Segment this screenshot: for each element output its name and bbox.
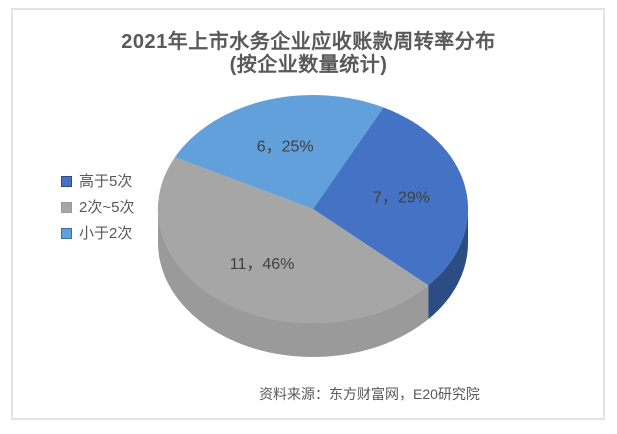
legend-swatch-icon: [61, 175, 72, 187]
pie-data-label-2: 6，25%: [257, 139, 314, 156]
pie-slice-side-0: [428, 209, 468, 320]
legend-item-below-2: 小于2次: [61, 220, 134, 246]
chart-legend: 高于5次 2次~5次 小于2次: [61, 168, 134, 246]
source-note: 资料来源：东方财富网，E20研究院: [259, 386, 480, 402]
legend-label: 2次~5次: [79, 198, 135, 216]
legend-swatch-icon: [61, 227, 72, 239]
legend-item-above-5: 高于5次: [61, 168, 134, 194]
pie-slice-1: [157, 157, 429, 324]
chart-subtitle: (按企业数量统计): [229, 54, 388, 76]
chart-title-block: 2021年上市水务企业应收账款周转率分布 (按企业数量统计): [0, 30, 617, 77]
pie-slice-0: [313, 107, 469, 286]
pie-slice-2: [174, 94, 384, 209]
legend-label: 小于2次: [79, 224, 133, 242]
pie-data-label-0: 7，29%: [373, 190, 430, 207]
legend-item-2-to-5: 2次~5次: [61, 194, 134, 220]
chart-title: 2021年上市水务企业应收账款周转率分布: [121, 31, 496, 53]
pie-data-label-1: 11，46%: [230, 256, 295, 273]
pie-slice-side-1: [157, 209, 429, 358]
legend-label: 高于5次: [79, 172, 133, 190]
legend-swatch-icon: [61, 201, 72, 213]
